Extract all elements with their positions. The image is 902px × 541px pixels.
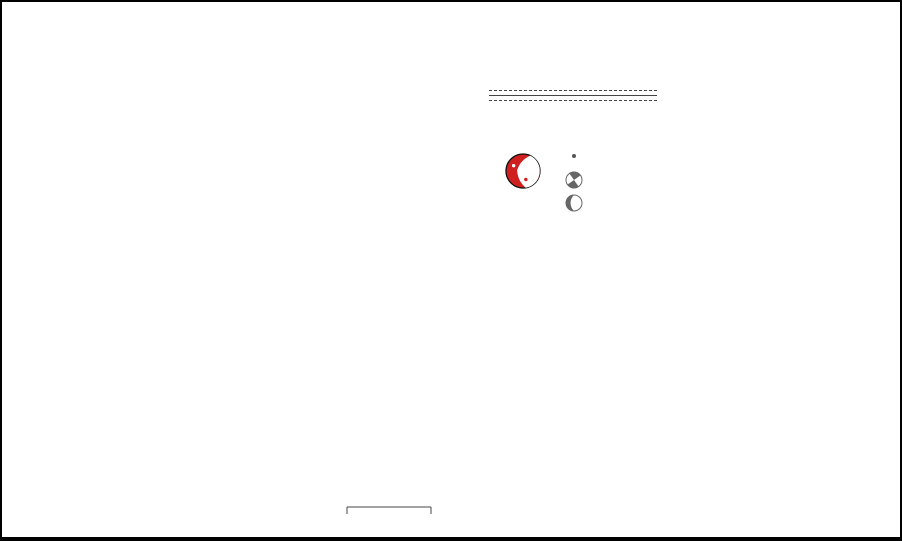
dc-item	[564, 170, 654, 192]
plane1-row	[489, 91, 657, 96]
misfit-reduction-chart	[650, 54, 902, 214]
double-couple-icon	[565, 171, 583, 189]
clvd-item	[564, 193, 654, 215]
best-fit-solution-panel	[489, 18, 661, 101]
mw-row	[489, 58, 661, 80]
location-row	[489, 24, 661, 36]
depth-row	[489, 42, 661, 56]
time-scalebar	[346, 506, 432, 514]
iso-item	[564, 148, 654, 170]
plane2-row	[489, 96, 657, 101]
focal-mechanism-beachball-icon	[505, 153, 541, 189]
misfit-legend	[437, 512, 442, 523]
table-header-row	[489, 86, 657, 91]
mr-map	[642, 214, 902, 541]
nodal-plane-table	[489, 86, 657, 101]
clvd-icon	[565, 194, 583, 212]
iso-icon	[572, 154, 576, 158]
